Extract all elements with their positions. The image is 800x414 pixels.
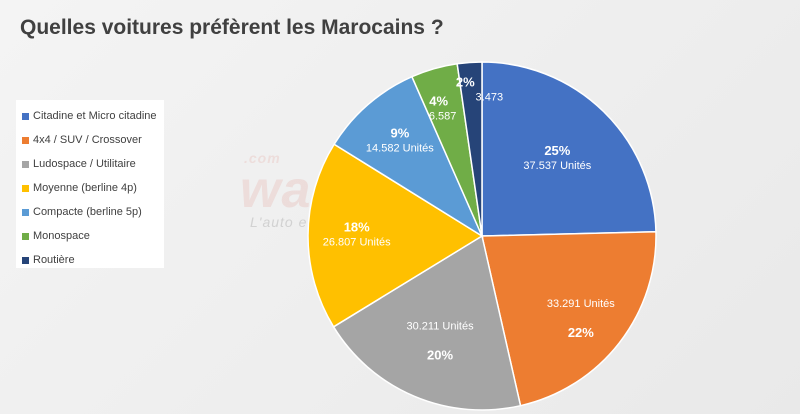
legend-label-suv: 4x4 / SUV / Crossover [33,134,142,146]
pie-percent-label-monospace: 4% [429,94,448,109]
pie-slice-compacte [333,75,484,238]
pie-slice-suv [481,231,657,407]
legend-label-compacte: Compacte (berline 5p) [33,206,142,218]
pie-value-label-suv: 33.291 Unités [547,298,615,310]
pie-percent-label-suv: 22% [568,325,594,340]
legend-swatch-ludospace [22,160,29,168]
legend-label-moyenne: Moyenne (berline 4p) [33,182,137,194]
pie-value-label-ludospace: 30.211 Unités [407,320,475,332]
legend-swatch-moyenne [22,184,29,192]
legend-label-ludospace: Ludospace / Utilitaire [33,158,136,170]
pie-percent-label-compacte: 9% [390,125,409,140]
legend-swatch-routiere [22,256,29,264]
pie-slice-citadine [481,61,657,237]
legend-swatch-compacte [22,208,29,216]
pie-slice-moyenne [307,143,484,328]
legend-item-monospace: Monospace [22,224,164,248]
pie-value-label-citadine: 37.537 Unités [523,160,591,172]
legend-item-suv: 4x4 / SUV / Crossover [22,128,164,152]
legend-item-compacte: Compacte (berline 5p) [22,200,164,224]
legend-swatch-suv [22,136,29,144]
legend-label-citadine: Citadine et Micro citadine [33,110,157,122]
legend-swatch-monospace [22,232,29,240]
chart-legend: Citadine et Micro citadine 4x4 / SUV / C… [16,100,164,268]
pie-percent-label-citadine: 25% [544,143,570,158]
chart-title: Quelles voitures préfèrent les Marocains… [20,16,444,39]
pie-value-label-routiere: 3.473 [476,92,504,104]
legend-item-citadine: Citadine et Micro citadine [22,104,164,128]
legend-item-routiere: Routière [22,248,164,272]
pie-percent-label-moyenne: 18% [344,220,370,235]
pie-value-label-compacte: 14.582 Unités [366,142,434,154]
legend-label-routiere: Routière [33,254,75,266]
pie-value-label-moyenne: 26.807 Unités [323,237,391,249]
legend-swatch-citadine [22,112,29,120]
pie-slice-routiere [456,61,483,237]
pie-percent-label-routiere: 2% [456,75,475,90]
pie-value-label-monospace: 6.587 [429,111,457,123]
pie-percent-label-ludospace: 20% [427,347,453,362]
legend-item-moyenne: Moyenne (berline 4p) [22,176,164,200]
legend-item-ludospace: Ludospace / Utilitaire [22,152,164,176]
legend-label-monospace: Monospace [33,230,90,242]
pie-slice-ludospace [332,234,522,411]
